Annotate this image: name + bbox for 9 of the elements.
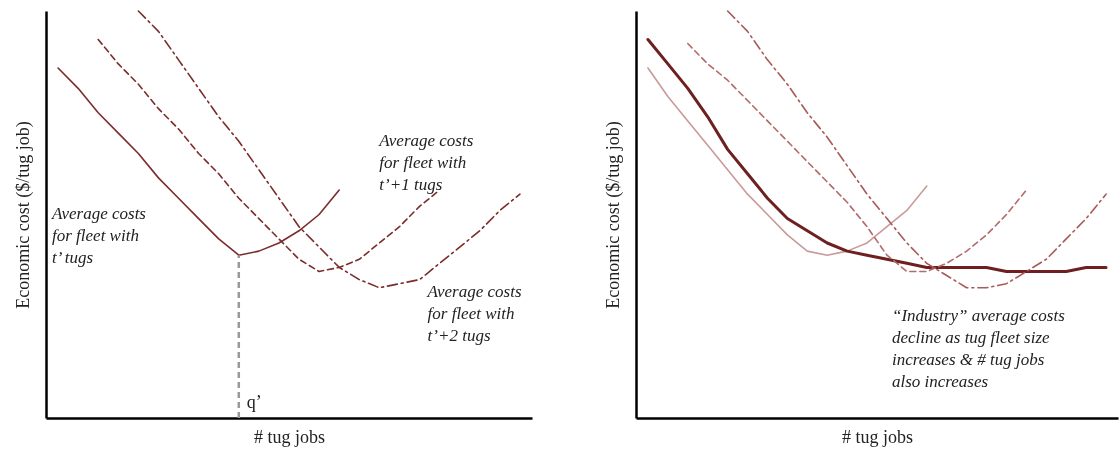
y-axis-title: Economic cost ($/tug job) bbox=[602, 121, 624, 309]
y-axis-title: Economic cost ($/tug job) bbox=[12, 121, 34, 309]
series-label: Average costs for fleet with t’+1 tugs bbox=[378, 131, 474, 195]
annotation: q’ bbox=[246, 392, 262, 412]
x-axis-title: # tug jobs bbox=[841, 426, 914, 447]
series-label: Average costs for fleet with t’+2 tugs bbox=[426, 281, 522, 345]
x-axis-title: # tug jobs bbox=[253, 426, 326, 447]
series-label: Average costs for fleet with t’ tugs bbox=[51, 204, 147, 268]
annotation: “Industry” average costs decline as tug fleet size increases & # tug jobs also increases bbox=[891, 306, 1066, 392]
